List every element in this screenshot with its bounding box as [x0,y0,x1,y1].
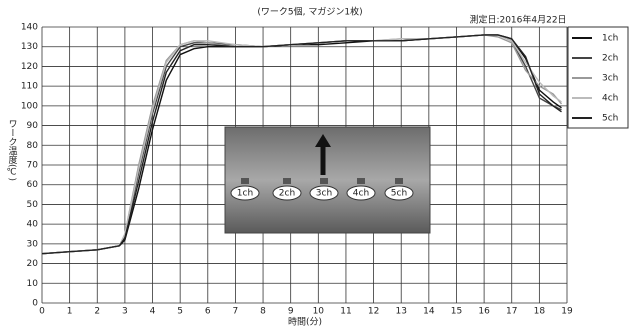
y-tick-label: 140 [21,23,38,33]
inset-label: 2ch [279,189,295,199]
x-tick-label: 8 [260,307,266,317]
y-tick-label: 20 [27,259,39,269]
x-tick-label: 7 [233,307,239,317]
x-tick-label: 2 [94,307,100,317]
x-tick-label: 19 [561,307,573,317]
inset-marker [241,178,249,184]
chart-title: (ワーク5個, マガジン1枚) [257,6,362,18]
x-axis-label: 時間(分) [288,317,322,328]
y-tick-label: 50 [27,200,39,210]
inset-label: 5ch [391,189,407,199]
y-tick-label: 70 [27,161,39,171]
y-tick-label: 10 [27,279,39,289]
y-tick-label: 110 [21,82,38,92]
x-tick-label: 1 [67,307,73,317]
y-tick-label: 60 [27,180,39,190]
x-tick-label: 9 [288,307,294,317]
y-tick-label: 130 [21,42,38,52]
inset-marker [283,178,291,184]
inset-marker [357,178,365,184]
x-tick-label: 3 [122,307,128,317]
legend-label: 2ch [602,54,618,64]
x-tick-label: 6 [205,307,211,317]
x-tick-label: 14 [423,307,435,317]
inset-label: 3ch [316,189,332,199]
x-tick-label: 17 [506,307,517,317]
legend-label: 1ch [602,34,618,44]
inset-marker [395,178,403,184]
legend-label: 4ch [602,94,618,104]
chart: (ワーク5個, マガジン1枚) 測定日:2016年4月22日 時間(分) ワーク… [0,0,630,330]
y-tick-label: 90 [27,121,39,131]
y-tick-label: 120 [21,62,38,72]
legend-label: 5ch [602,114,618,124]
legend-label: 3ch [602,74,618,84]
x-tick-label: 18 [534,307,546,317]
y-tick-label: 40 [27,220,39,230]
y-tick-label: 80 [27,141,39,151]
y-axis-label: ワーク温度(℃) [7,119,18,181]
x-tick-label: 13 [395,307,406,317]
inset-photo: 1ch 2ch 3ch 4ch 5ch [225,127,430,233]
inset-label: 4ch [353,189,369,199]
x-tick-label: 10 [313,307,325,317]
x-tick-label: 4 [150,307,156,317]
y-tick-label: 100 [21,101,38,111]
x-tick-label: 12 [368,307,379,317]
x-tick-label: 5 [177,307,183,317]
x-tick-label: 0 [39,307,45,317]
y-tick-label: 0 [32,299,38,309]
y-tick-label: 30 [27,239,39,249]
inset-label: 1ch [237,189,253,199]
annotation: 測定日:2016年4月22日 [469,14,566,26]
inset-marker [320,178,328,184]
x-tick-label: 16 [478,307,490,317]
x-tick-label: 11 [340,307,351,317]
x-tick-label: 15 [451,307,462,317]
